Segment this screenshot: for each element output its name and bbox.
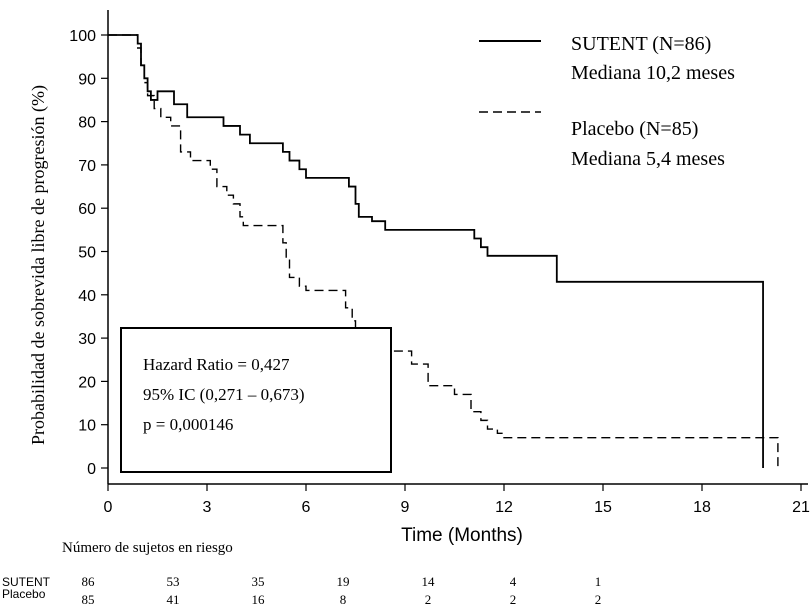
x-tick-label: 21	[792, 499, 810, 516]
y-tick-label: 60	[78, 201, 96, 218]
y-tick-label: 30	[78, 331, 96, 348]
x-tick-labels: 0 3 6 9 12 15 18 21	[104, 499, 810, 516]
at-risk-row-label-sutent: SUTENT	[2, 575, 51, 589]
legend-sub-placebo: Mediana 5,4 meses	[571, 148, 725, 170]
x-tick-label: 15	[594, 499, 612, 516]
axes	[101, 10, 808, 491]
y-axis-label: Probabilidad de sobrevida libre de progr…	[28, 85, 49, 445]
y-tick-label: 50	[78, 245, 96, 262]
x-tick-label: 6	[302, 499, 311, 516]
at-risk-title: Número de sujetos en riesgo	[62, 540, 233, 556]
y-tick-label: 70	[78, 158, 96, 175]
series-line-sutent	[108, 34, 764, 468]
at-risk-value: 2	[510, 592, 517, 607]
x-axis-label: Time (Months)	[401, 525, 523, 546]
at-risk-value: 1	[595, 574, 602, 589]
stats-confidence-interval: 95% IC (0,271 – 0,673)	[143, 385, 304, 404]
x-tick-label: 3	[203, 499, 212, 516]
at-risk-value: 8	[340, 592, 347, 607]
at-risk-value: 35	[252, 574, 265, 589]
x-tick-label: 18	[693, 499, 711, 516]
at-risk-value: 2	[425, 592, 432, 607]
at-risk-table: Número de sujetos en riesgo SUTENT Place…	[2, 540, 601, 607]
x-tick-label: 0	[104, 499, 113, 516]
y-tick-label: 90	[78, 71, 96, 88]
stats-p-value: p = 0,000146	[143, 415, 233, 434]
series-line-placebo	[108, 34, 779, 468]
y-tick-label: 80	[78, 115, 96, 132]
at-risk-value: 14	[422, 574, 436, 589]
series-lines	[108, 34, 779, 468]
y-tick-label: 40	[78, 288, 96, 305]
stats-box-frame	[120, 327, 392, 473]
at-risk-value: 53	[167, 574, 180, 589]
at-risk-value: 16	[252, 592, 266, 607]
legend-label-sutent: SUTENT (N=86)	[571, 33, 711, 55]
at-risk-row-label-placebo: Placebo	[2, 587, 46, 601]
at-risk-value: 85	[82, 592, 95, 607]
at-risk-values: 86 53 35 19 14 4 185 41 16 8 2 2 2	[82, 574, 602, 607]
legend-label-placebo: Placebo (N=85)	[571, 118, 698, 140]
x-tick-label: 9	[401, 499, 410, 516]
at-risk-value: 4	[510, 574, 517, 589]
at-risk-value: 41	[167, 592, 180, 607]
y-tick-label: 0	[87, 461, 96, 478]
at-risk-value: 19	[337, 574, 350, 589]
legend-sub-sutent: Mediana 10,2 meses	[571, 62, 735, 84]
at-risk-value: 2	[595, 592, 602, 607]
stats-box: Hazard Ratio = 0,427 95% IC (0,271 – 0,6…	[120, 327, 392, 473]
y-tick-label: 10	[78, 418, 96, 435]
y-tick-label: 20	[78, 374, 96, 391]
x-tick-label: 12	[495, 499, 513, 516]
stats-hazard-ratio: Hazard Ratio = 0,427	[143, 355, 290, 374]
at-risk-value: 86	[82, 574, 96, 589]
y-tick-labels: 0 10 20 30 40 50 60 70 80 90 100	[69, 28, 96, 478]
y-tick-label: 100	[69, 28, 96, 45]
legend: SUTENT (N=86) Mediana 10,2 meses Placebo…	[479, 33, 735, 170]
